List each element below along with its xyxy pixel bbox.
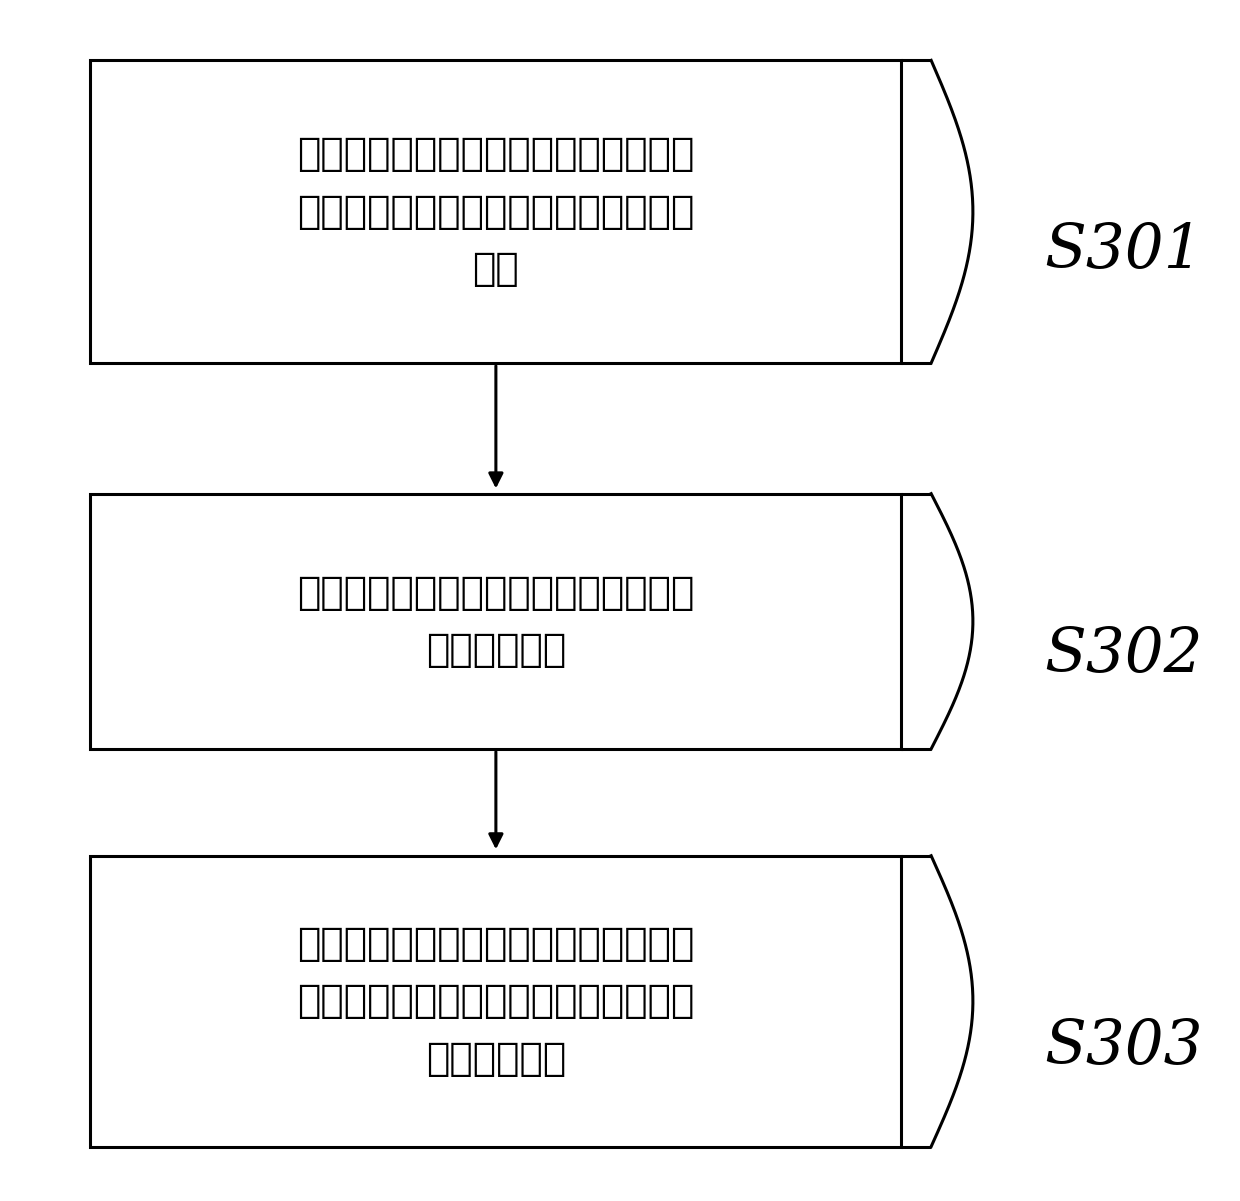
Text: S303: S303 (1044, 1016, 1203, 1076)
FancyBboxPatch shape (91, 494, 901, 749)
FancyBboxPatch shape (91, 856, 901, 1147)
FancyBboxPatch shape (91, 60, 901, 363)
Text: 如果监测所述第一行车间距处于预设危
险间距范围内，则控制装置对所述车辆
执行制动操作: 如果监测所述第一行车间距处于预设危 险间距范围内，则控制装置对所述车辆 执行制动… (298, 925, 694, 1077)
Text: S301: S301 (1044, 220, 1203, 280)
Text: 根据所述采集装置采集得到的第一前车
图像，得到所述车辆与前车的第一行车
间距: 根据所述采集装置采集得到的第一前车 图像，得到所述车辆与前车的第一行车 间距 (298, 136, 694, 288)
Text: 监测所述第一行车间距是否处于预设危
险间距范围内: 监测所述第一行车间距是否处于预设危 险间距范围内 (298, 574, 694, 669)
Text: S302: S302 (1044, 625, 1203, 683)
